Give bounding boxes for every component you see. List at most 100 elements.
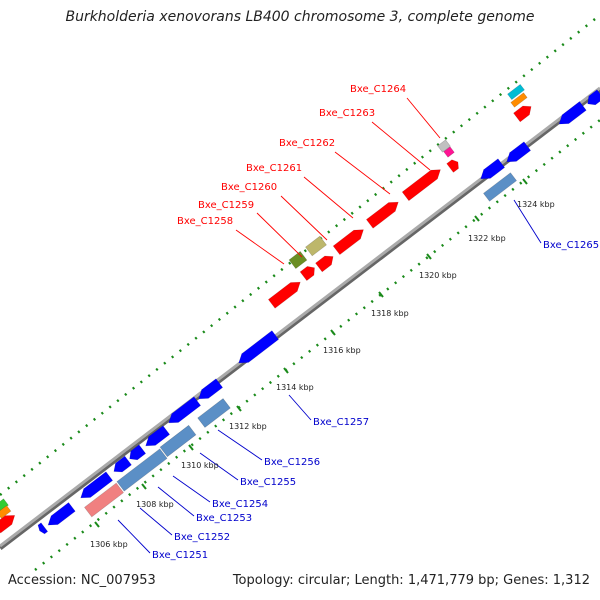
feature-olive[interactable] <box>288 250 308 270</box>
forward-gene-arrow[interactable] <box>315 252 337 273</box>
label-leader-line <box>157 486 195 517</box>
forward-gene-arrow[interactable] <box>446 158 462 173</box>
gene-label-bxe-c1262[interactable]: Bxe_C1262 <box>279 138 335 149</box>
feature-steelblue-4[interactable] <box>483 172 517 202</box>
gene-label-bxe-c1254[interactable]: Bxe_C1254 <box>212 499 268 510</box>
tick-label-1310: 1310 kbp <box>181 461 219 470</box>
label-leader-line <box>217 429 263 461</box>
label-leader-line <box>199 452 239 481</box>
label-leader-line <box>334 151 391 195</box>
feature-steelblue-3[interactable] <box>197 398 231 428</box>
label-leader-line <box>256 212 303 258</box>
label-leader-line <box>406 97 441 139</box>
feature-grey[interactable] <box>437 139 451 153</box>
reverse-gene-arrow[interactable] <box>36 522 49 535</box>
reverse-gene-arrow[interactable] <box>503 141 532 167</box>
reverse-gene-arrow[interactable] <box>195 378 224 404</box>
label-leader-line <box>371 121 431 171</box>
major-tick <box>378 291 384 298</box>
genome-stats: Topology: circular; Length: 1,471,779 bp… <box>233 573 590 588</box>
gene-label-bxe-c1259[interactable]: Bxe_C1259 <box>198 200 254 211</box>
genes-value: 1,312 <box>552 573 590 588</box>
length-label: Length: <box>354 573 404 588</box>
forward-gene-arrow[interactable] <box>513 102 535 123</box>
gene-label-bxe-c1253[interactable]: Bxe_C1253 <box>196 513 252 524</box>
reverse-gene-arrow[interactable] <box>77 471 114 503</box>
gene-label-bxe-c1255[interactable]: Bxe_C1255 <box>240 477 296 488</box>
label-leader-line <box>513 199 542 244</box>
tick-label-1324: 1324 kbp <box>517 200 555 209</box>
reverse-gene-arrow[interactable] <box>142 425 171 451</box>
forward-gene-arrow[interactable] <box>0 511 18 534</box>
major-tick <box>236 405 242 412</box>
feature-orange-left[interactable] <box>0 505 12 519</box>
tick-label-1314: 1314 kbp <box>276 383 314 392</box>
forward-gene-arrow[interactable] <box>267 278 303 309</box>
major-tick <box>188 444 194 451</box>
major-tick <box>426 253 432 260</box>
major-tick <box>283 367 289 374</box>
accession-label: Accession: <box>8 573 77 588</box>
gene-label-bxe-c1263[interactable]: Bxe_C1263 <box>319 108 375 119</box>
forward-gene-arrow[interactable] <box>332 225 367 256</box>
gene-label-bxe-c1252[interactable]: Bxe_C1252 <box>174 532 230 543</box>
forward-gene-arrow[interactable] <box>365 198 401 229</box>
feature-orange[interactable] <box>510 92 528 108</box>
major-tick <box>141 483 147 490</box>
tick-marks <box>94 178 528 528</box>
gene-label-bxe-c1264[interactable]: Bxe_C1264 <box>350 84 406 95</box>
reverse-gene-arrow[interactable] <box>111 455 132 476</box>
gene-label-bxe-c1257[interactable]: Bxe_C1257 <box>313 417 369 428</box>
forward-gene-arrow[interactable] <box>299 263 318 282</box>
tick-label-1322: 1322 kbp <box>468 234 506 243</box>
feature-steelblue-2[interactable] <box>159 424 197 458</box>
label-leader-line <box>235 229 285 265</box>
tick-label-1312: 1312 kbp <box>229 422 267 431</box>
gene-label-bxe-c1251[interactable]: Bxe_C1251 <box>152 550 208 561</box>
accession-value: NC_007953 <box>80 573 156 588</box>
major-tick <box>522 178 528 185</box>
label-leader-line <box>117 519 151 554</box>
label-leader-line <box>280 195 328 241</box>
map-title: Burkholderia xenovorans LB400 chromosome… <box>65 9 535 25</box>
gene-features <box>0 83 600 535</box>
feature-magenta[interactable] <box>443 146 455 158</box>
feature-steelblue-1[interactable] <box>116 448 168 492</box>
major-tick <box>330 329 336 336</box>
tick-label-1318: 1318 kbp <box>371 309 409 318</box>
length-value: 1,471,779 bp; <box>407 573 500 588</box>
gene-label-bxe-c1261[interactable]: Bxe_C1261 <box>246 163 302 174</box>
feature-pink[interactable] <box>84 482 124 518</box>
gene-label-bxe-c1265[interactable]: Bxe_C1265 <box>543 240 599 251</box>
topology-label: Topology: <box>232 573 294 588</box>
genes-label: Genes: <box>503 573 549 588</box>
label-leader-line <box>303 176 354 219</box>
inner-dotted-guide <box>34 119 600 571</box>
tick-label-1308: 1308 kbp <box>136 500 174 509</box>
gene-label-bxe-c1258[interactable]: Bxe_C1258 <box>177 216 233 227</box>
label-leader-line <box>172 475 211 503</box>
reverse-gene-arrow[interactable] <box>165 396 202 428</box>
label-leader-line <box>288 394 312 421</box>
reverse-gene-arrow[interactable] <box>126 444 147 463</box>
gene-label-bxe-c1256[interactable]: Bxe_C1256 <box>264 457 320 468</box>
reverse-gene-arrow[interactable] <box>45 502 76 530</box>
tick-label-1306: 1306 kbp <box>90 540 128 549</box>
topology-value: circular; <box>297 573 351 588</box>
outer-dotted-guide <box>0 14 600 496</box>
label-leader-line <box>139 507 173 536</box>
gene-label-bxe-c1260[interactable]: Bxe_C1260 <box>221 182 277 193</box>
feature-khaki[interactable] <box>305 235 327 257</box>
accession-info: Accession: NC_007953 <box>8 573 156 588</box>
major-tick <box>474 215 480 222</box>
forward-gene-arrow[interactable] <box>401 165 444 202</box>
reverse-gene-arrow[interactable] <box>556 101 587 129</box>
reverse-gene-arrow[interactable] <box>235 330 280 368</box>
major-tick <box>94 521 100 528</box>
tick-label-1316: 1316 kbp <box>323 346 361 355</box>
tick-label-1320: 1320 kbp <box>419 271 457 280</box>
label-leaders <box>117 97 542 554</box>
reverse-gene-arrow[interactable] <box>477 158 506 184</box>
feature-cyan[interactable] <box>507 83 525 101</box>
